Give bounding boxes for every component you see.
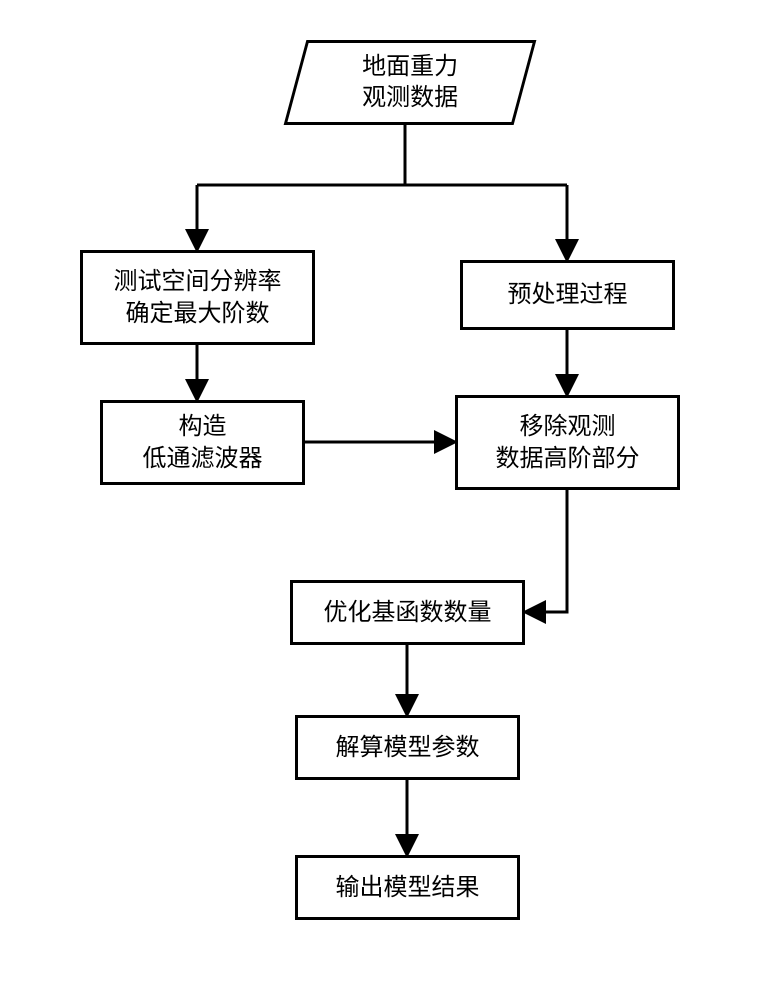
flowchart-connectors (0, 0, 765, 1000)
